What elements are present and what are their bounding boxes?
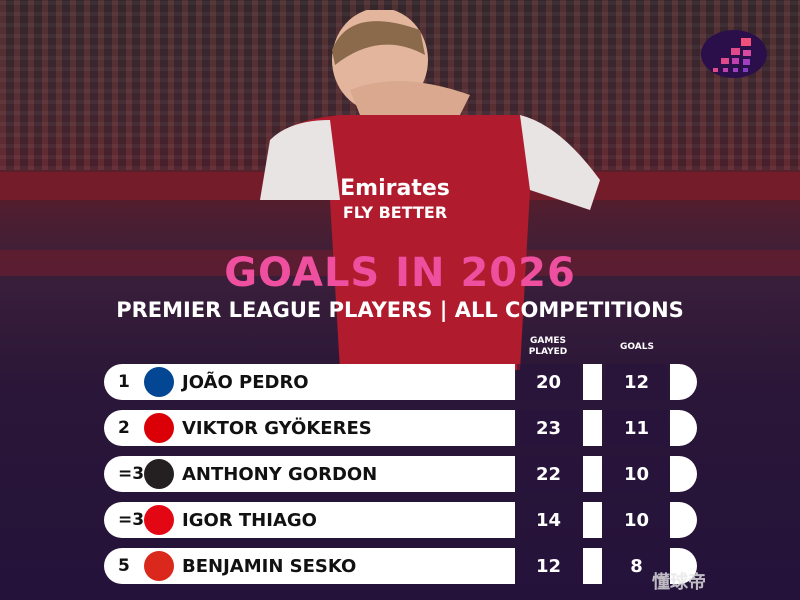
page-subtitle: PREMIER LEAGUE PLAYERS | ALL COMPETITION…: [116, 298, 684, 322]
club-crest-icon: [144, 551, 174, 581]
player-name: ANTHONY GORDON: [182, 463, 378, 485]
header-goals: GOALS: [620, 342, 654, 352]
table-row: =3 ANTHONY GORDON 22 10: [104, 456, 704, 492]
player-pill: =3 ANTHONY GORDON: [104, 456, 515, 492]
table-row: 5 BENJAMIN SESKO 12 8: [104, 548, 704, 584]
row-end-cap: [670, 456, 697, 492]
watermark: 懂球帝: [652, 572, 706, 593]
games-played: 23: [517, 410, 580, 446]
table-row: 1 JOÃO PEDRO 20 12: [104, 364, 704, 400]
player-pill: 1 JOÃO PEDRO: [104, 364, 515, 400]
player-photo: Emirates FLY BETTER: [260, 10, 600, 370]
games-played: 20: [517, 364, 580, 400]
jersey-tagline: FLY BETTER: [343, 203, 447, 222]
table-row: 2 VIKTOR GYÖKERES 23 11: [104, 410, 704, 446]
table-row: =3 IGOR THIAGO 14 10: [104, 502, 704, 538]
goals: 11: [605, 410, 668, 446]
player-name: JOÃO PEDRO: [182, 371, 309, 393]
player-pill: =3 IGOR THIAGO: [104, 502, 515, 538]
player-pill: 2 VIKTOR GYÖKERES: [104, 410, 515, 446]
separator: [583, 410, 602, 446]
rank: 5: [118, 556, 130, 576]
goals: 10: [605, 502, 668, 538]
page-title: GOALS IN 2026: [224, 250, 576, 296]
separator: [583, 548, 602, 584]
rank: 2: [118, 418, 130, 438]
games-played: 12: [517, 548, 580, 584]
bar-steps-icon: [713, 38, 751, 72]
goals: 12: [605, 364, 668, 400]
player-name: VIKTOR GYÖKERES: [182, 417, 372, 439]
player-name: BENJAMIN SESKO: [182, 555, 357, 577]
goals: 8: [605, 548, 668, 584]
club-crest-icon: [144, 367, 174, 397]
rank: =3: [118, 510, 145, 530]
player-name: IGOR THIAGO: [182, 509, 317, 531]
row-end-cap: [670, 410, 697, 446]
row-end-cap: [670, 364, 697, 400]
header-games-played: GAMES PLAYED: [528, 336, 568, 357]
brand-logo: [701, 30, 767, 78]
separator: [583, 456, 602, 492]
rank: 1: [118, 372, 130, 392]
club-crest-icon: [144, 459, 174, 489]
games-played: 22: [517, 456, 580, 492]
row-end-cap: [670, 502, 697, 538]
player-pill: 5 BENJAMIN SESKO: [104, 548, 515, 584]
club-crest-icon: [144, 413, 174, 443]
rank: =3: [118, 464, 145, 484]
games-played: 14: [517, 502, 580, 538]
goals: 10: [605, 456, 668, 492]
separator: [583, 364, 602, 400]
separator: [583, 502, 602, 538]
club-crest-icon: [144, 505, 174, 535]
jersey-sponsor: Emirates: [340, 176, 450, 201]
